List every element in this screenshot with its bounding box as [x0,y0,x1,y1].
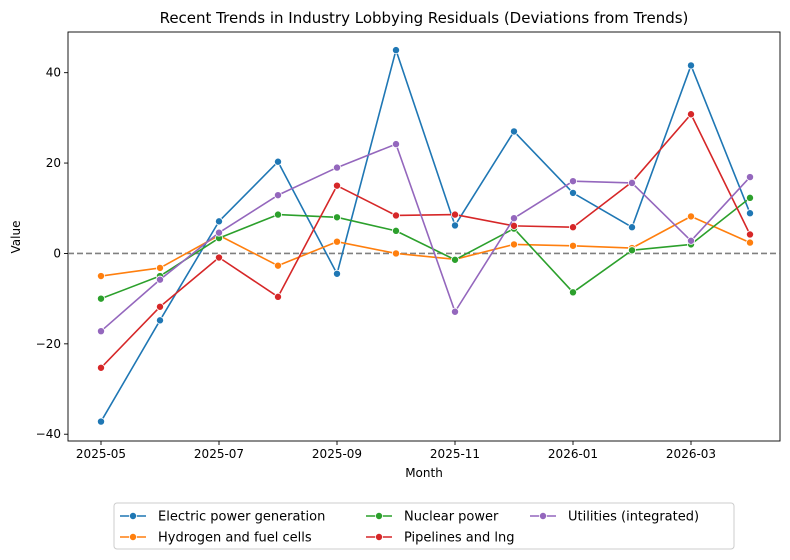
y-axis-title: Value [9,221,23,254]
series-electric-power-generation [97,46,755,426]
data-point [214,253,223,262]
x-tick-label: 2025-05 [76,447,126,461]
x-tick-label: 2025-07 [194,447,244,461]
data-point [628,246,637,255]
data-point [569,223,578,232]
data-point [509,221,518,230]
y-tick-label: 40 [46,66,61,80]
data-point [391,211,400,220]
data-point [509,240,518,249]
y-tick-label: −20 [36,337,61,351]
data-point [155,263,164,272]
series-line [100,215,751,277]
data-point [97,294,106,303]
data-point [332,269,341,278]
data-point [569,188,578,197]
data-point [450,221,459,230]
data-point [746,238,755,247]
data-point [509,127,518,136]
data-point [569,177,578,186]
y-tick-label: 0 [53,246,61,260]
data-point [97,417,106,426]
legend-label: Nuclear power [404,510,499,525]
data-point [746,230,755,239]
x-axis-title: Month [405,466,443,480]
data-point [155,316,164,325]
data-point [628,223,637,232]
data-point [155,302,164,311]
data-point [746,173,755,182]
series-line [100,197,751,300]
y-tick-label: −40 [36,427,61,441]
x-tick-label: 2025-11 [430,447,480,461]
x-tick-label: 2026-01 [548,447,598,461]
legend-item: Utilities (integrated) [530,510,699,525]
data-point [273,292,282,301]
data-point [97,363,106,372]
series-line [100,143,751,332]
series-pipelines-and-lng [97,110,755,372]
series-hydrogen-and-fuel-cells [97,212,755,281]
legend-swatch-marker [374,512,383,521]
chart-title: Recent Trends in Industry Lobbying Resid… [160,9,689,27]
data-point [391,46,400,55]
legend-item: Nuclear power [366,510,499,525]
data-point [450,307,459,316]
data-point [332,213,341,222]
data-point [97,327,106,336]
data-point [450,210,459,219]
data-point [391,249,400,258]
data-point [214,217,223,226]
data-point [332,237,341,246]
legend-box [113,502,735,550]
legend-item: Pipelines and lng [366,531,514,546]
data-point [155,275,164,284]
data-point [273,191,282,200]
data-point [97,272,106,281]
data-point [450,255,459,264]
data-point [332,163,341,172]
data-point [214,228,223,237]
series-line [100,49,751,422]
series-utilities-integrated [97,140,755,336]
data-point [628,178,637,187]
data-point [569,288,578,297]
legend-label: Pipelines and lng [404,531,514,546]
legend-swatch-marker [128,512,137,521]
data-point [391,140,400,149]
legend-swatch-marker [539,512,548,521]
legend-item: Electric power generation [120,510,325,525]
legend-item: Hydrogen and fuel cells [120,531,312,546]
y-tick-label: 20 [46,156,61,170]
series-layer [97,46,755,426]
data-point [509,214,518,223]
data-point [273,261,282,270]
data-point [687,61,696,70]
x-tick-label: 2025-09 [312,447,362,461]
data-point [569,241,578,250]
data-point [687,236,696,245]
data-point [687,212,696,221]
legend-swatch-marker [374,533,383,542]
data-point [687,110,696,119]
data-point [391,226,400,235]
data-point [332,181,341,190]
plot-frame [67,31,781,442]
data-point [746,209,755,218]
legend-swatch-marker [128,533,137,542]
series-nuclear-power [97,193,755,303]
legend-label: Utilities (integrated) [568,510,699,525]
x-tick-label: 2026-03 [666,447,716,461]
data-point [746,193,755,202]
series-line [100,113,751,369]
legend: Electric power generation Hydrogen and fu… [113,502,735,550]
legend-label: Hydrogen and fuel cells [158,531,312,546]
data-point [273,157,282,166]
data-point [273,210,282,219]
legend-label: Electric power generation [158,510,325,525]
